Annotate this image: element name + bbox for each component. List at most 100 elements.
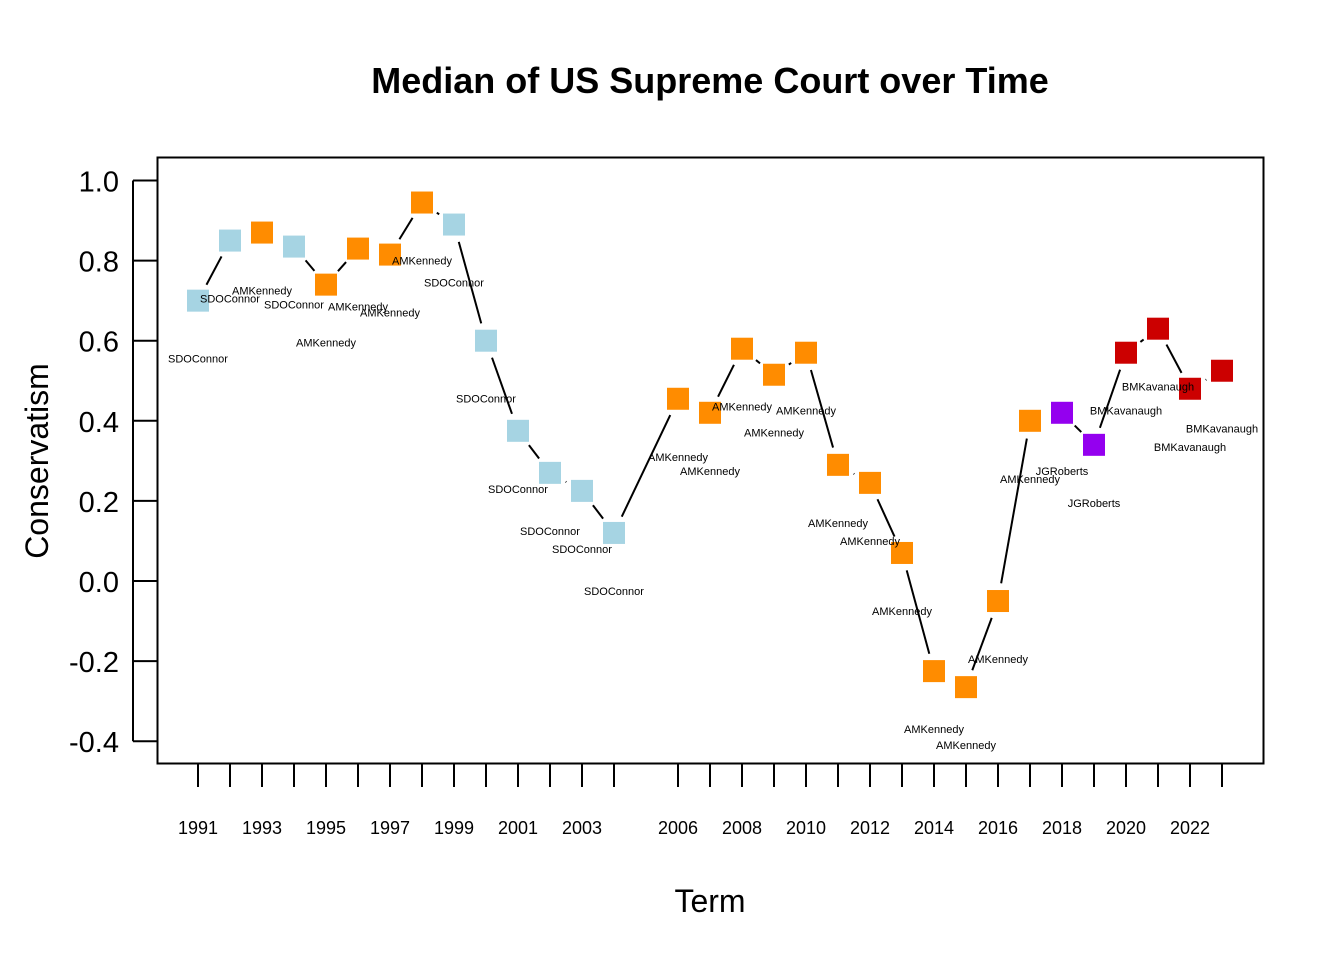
- connector-line: [457, 241, 483, 324]
- point-marker: [1115, 341, 1137, 364]
- point-label: AMKennedy: [936, 740, 996, 752]
- connector-line: [205, 255, 223, 286]
- connector-line: [436, 211, 440, 216]
- x-tick-label: 2016: [978, 818, 1018, 838]
- point-marker: [315, 273, 337, 296]
- x-tick-label: 2012: [850, 818, 890, 838]
- point-marker: [699, 401, 721, 424]
- connector-line: [528, 444, 540, 460]
- chart-title: Median of US Supreme Court over Time: [371, 60, 1048, 101]
- point-marker: [187, 289, 209, 312]
- point-marker: [1211, 359, 1233, 382]
- x-axis: 1991 1993 1995 1997 1999 2001 2003 2006 2008 2010…: [178, 764, 1223, 838]
- y-tick-label: 0.6: [79, 327, 119, 359]
- x-tick-label: 2020: [1106, 818, 1146, 838]
- x-axis-label: Term: [674, 883, 745, 919]
- point-marker: [1051, 401, 1073, 424]
- point-markers: [187, 191, 1233, 699]
- connector-line: [755, 359, 761, 365]
- point-label: SDOConnor: [552, 544, 612, 556]
- point-label: BMKavanaugh: [1122, 382, 1194, 394]
- point-marker: [955, 676, 977, 699]
- connector-line: [1074, 424, 1082, 433]
- y-axis: -0.4 -0.2 0.0 0.2 0.4 0.6 0.8 1.0: [69, 167, 157, 759]
- point-label: SDOConnor: [264, 300, 324, 312]
- point-marker: [763, 363, 785, 386]
- point-marker: [1179, 377, 1201, 400]
- point-marker: [827, 453, 849, 476]
- point-marker: [1083, 433, 1105, 456]
- point-label: BMKavanaugh: [1090, 406, 1162, 418]
- point-label: AMKennedy: [872, 606, 932, 618]
- point-label: AMKennedy: [776, 406, 836, 418]
- connector-line: [304, 259, 316, 272]
- point-marker: [891, 541, 913, 564]
- point-marker: [923, 660, 945, 683]
- connector-line: [1165, 344, 1183, 374]
- point-marker: [475, 329, 497, 352]
- point-marker: [219, 229, 241, 252]
- connector-line: [971, 617, 993, 671]
- y-tick-label: 0.0: [79, 567, 119, 599]
- point-label: AMKennedy: [968, 654, 1028, 666]
- point-label: AMKennedy: [840, 536, 900, 548]
- point-marker: [731, 337, 753, 360]
- point-label: SDOConnor: [520, 526, 580, 538]
- x-tick-label: 1991: [178, 818, 218, 838]
- point-marker: [251, 221, 273, 244]
- y-tick-label: 0.8: [79, 247, 119, 279]
- y-tick-label: 0.4: [79, 407, 119, 439]
- point-label: JGRoberts: [1068, 498, 1121, 510]
- point-label: AMKennedy: [232, 286, 292, 298]
- x-tick-label: 2008: [722, 818, 762, 838]
- x-tick-label: 1995: [306, 818, 346, 838]
- connector-line: [1098, 369, 1122, 429]
- point-marker: [859, 471, 881, 494]
- point-marker: [347, 237, 369, 260]
- point-marker: [539, 461, 561, 484]
- y-tick-label: 1.0: [79, 167, 119, 199]
- connector-line: [398, 217, 414, 240]
- point-label: AMKennedy: [744, 428, 804, 440]
- connector-lines: [205, 211, 1207, 671]
- connector-line: [1139, 338, 1145, 343]
- connector-line: [876, 498, 896, 538]
- point-marker: [283, 235, 305, 258]
- point-label: AMKennedy: [648, 452, 708, 464]
- point-label: AMKennedy: [680, 466, 740, 478]
- plot-frame: [156, 156, 1265, 765]
- connector-line: [337, 261, 347, 272]
- point-label: SDOConnor: [584, 586, 644, 598]
- x-tick-label: 2003: [562, 818, 602, 838]
- connector-line: [905, 570, 931, 654]
- x-tick-label: 2006: [658, 818, 698, 838]
- connector-line: [592, 504, 604, 520]
- point-labels: SDOConnorSDOConnorAMKennedySDOConnorAMKe…: [168, 256, 1258, 753]
- point-label: SDOConnor: [168, 354, 228, 366]
- point-label: BMKavanaugh: [1186, 424, 1258, 436]
- point-marker: [603, 521, 625, 544]
- x-tick-label: 2010: [786, 818, 826, 838]
- point-label: AMKennedy: [904, 724, 964, 736]
- x-tick-label: 1993: [242, 818, 282, 838]
- point-label: AMKennedy: [328, 302, 388, 314]
- connector-line: [620, 414, 672, 518]
- x-tick-label: 2018: [1042, 818, 1082, 838]
- point-marker: [667, 387, 689, 410]
- point-label: AMKennedy: [360, 308, 420, 320]
- point-label: JGRoberts: [1036, 466, 1089, 478]
- x-tick-label: 2001: [498, 818, 538, 838]
- x-tick-label: 1997: [370, 818, 410, 838]
- connector-line: [491, 357, 513, 415]
- point-label: BMKavanaugh: [1154, 442, 1226, 454]
- point-marker: [411, 191, 433, 214]
- x-tick-label: 2014: [914, 818, 954, 838]
- y-tick-label: 0.2: [79, 487, 119, 519]
- x-tick-label: 2022: [1170, 818, 1210, 838]
- x-tick-label: 1999: [434, 818, 474, 838]
- point-label: SDOConnor: [488, 484, 548, 496]
- point-label: AMKennedy: [392, 256, 452, 268]
- connector-line: [809, 369, 835, 448]
- point-label: SDOConnor: [200, 294, 260, 306]
